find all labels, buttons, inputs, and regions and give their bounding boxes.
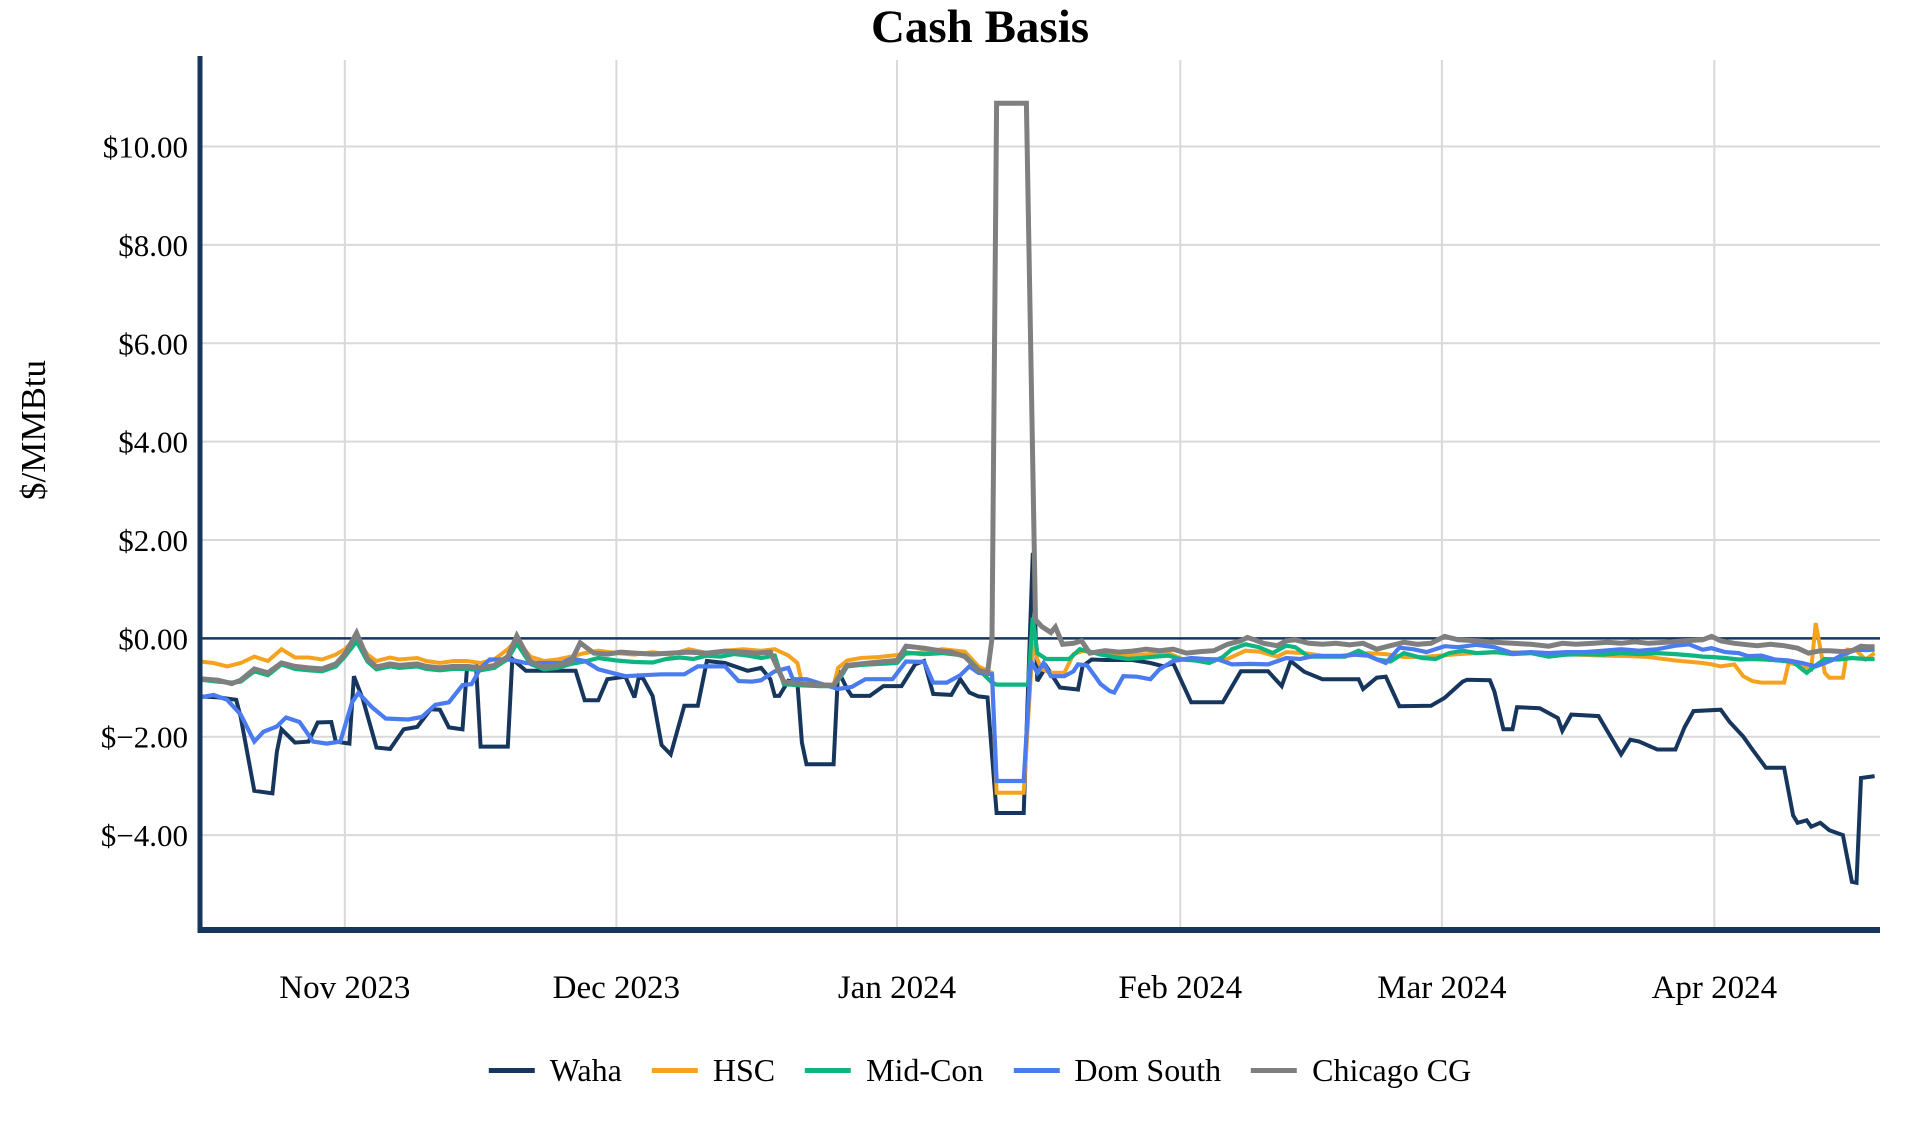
y-axis-title: $/MMBtu (14, 359, 53, 501)
legend: Waha HSC Mid-Con Dom South Chicago CG (488, 1052, 1471, 1089)
legend-label-waha: Waha (549, 1052, 622, 1088)
y-tick-label: $2.00 (118, 523, 188, 558)
legend-item-waha: Waha (488, 1052, 622, 1089)
x-tick-label: Dec 2023 (553, 970, 680, 1006)
series-line-dom-south (199, 642, 1875, 784)
legend-swatch-chicago-cg (1251, 1068, 1298, 1073)
legend-item-dom-south: Dom South (1013, 1052, 1221, 1089)
y-tick-label: $−4.00 (101, 818, 188, 853)
legend-label-mid-con: Mid-Con (866, 1052, 984, 1088)
y-tick-label: $6.00 (118, 326, 188, 361)
legend-item-mid-con: Mid-Con (805, 1052, 983, 1089)
legend-swatch-hsc (651, 1068, 698, 1073)
chart-title: Cash Basis (870, 1, 1090, 53)
legend-item-chicago-cg: Chicago CG (1251, 1052, 1471, 1089)
legend-swatch-mid-con (805, 1068, 852, 1073)
x-tick-label: Feb 2024 (1118, 970, 1242, 1006)
x-tick-label: Nov 2023 (279, 970, 410, 1006)
legend-label-hsc: HSC (712, 1052, 776, 1088)
legend-label-chicago-cg: Chicago CG (1312, 1052, 1472, 1088)
x-tick-label: Jan 2024 (838, 970, 956, 1006)
legend-swatch-dom-south (1013, 1068, 1060, 1073)
x-tick-label: Apr 2024 (1652, 970, 1778, 1006)
x-tick-label: Mar 2024 (1377, 970, 1506, 1006)
y-tick-label: $−2.00 (101, 720, 188, 755)
y-tick-label: $10.00 (103, 130, 188, 165)
legend-label-dom-south: Dom South (1074, 1052, 1222, 1088)
y-tick-label: $8.00 (118, 228, 188, 263)
legend-item-hsc: HSC (651, 1052, 776, 1089)
series-line-waha (199, 552, 1875, 886)
series-line-chicago-cg (199, 100, 1875, 688)
legend-swatch-waha (488, 1068, 535, 1073)
y-tick-label: $0.00 (118, 621, 188, 656)
y-tick-label: $4.00 (118, 425, 188, 460)
